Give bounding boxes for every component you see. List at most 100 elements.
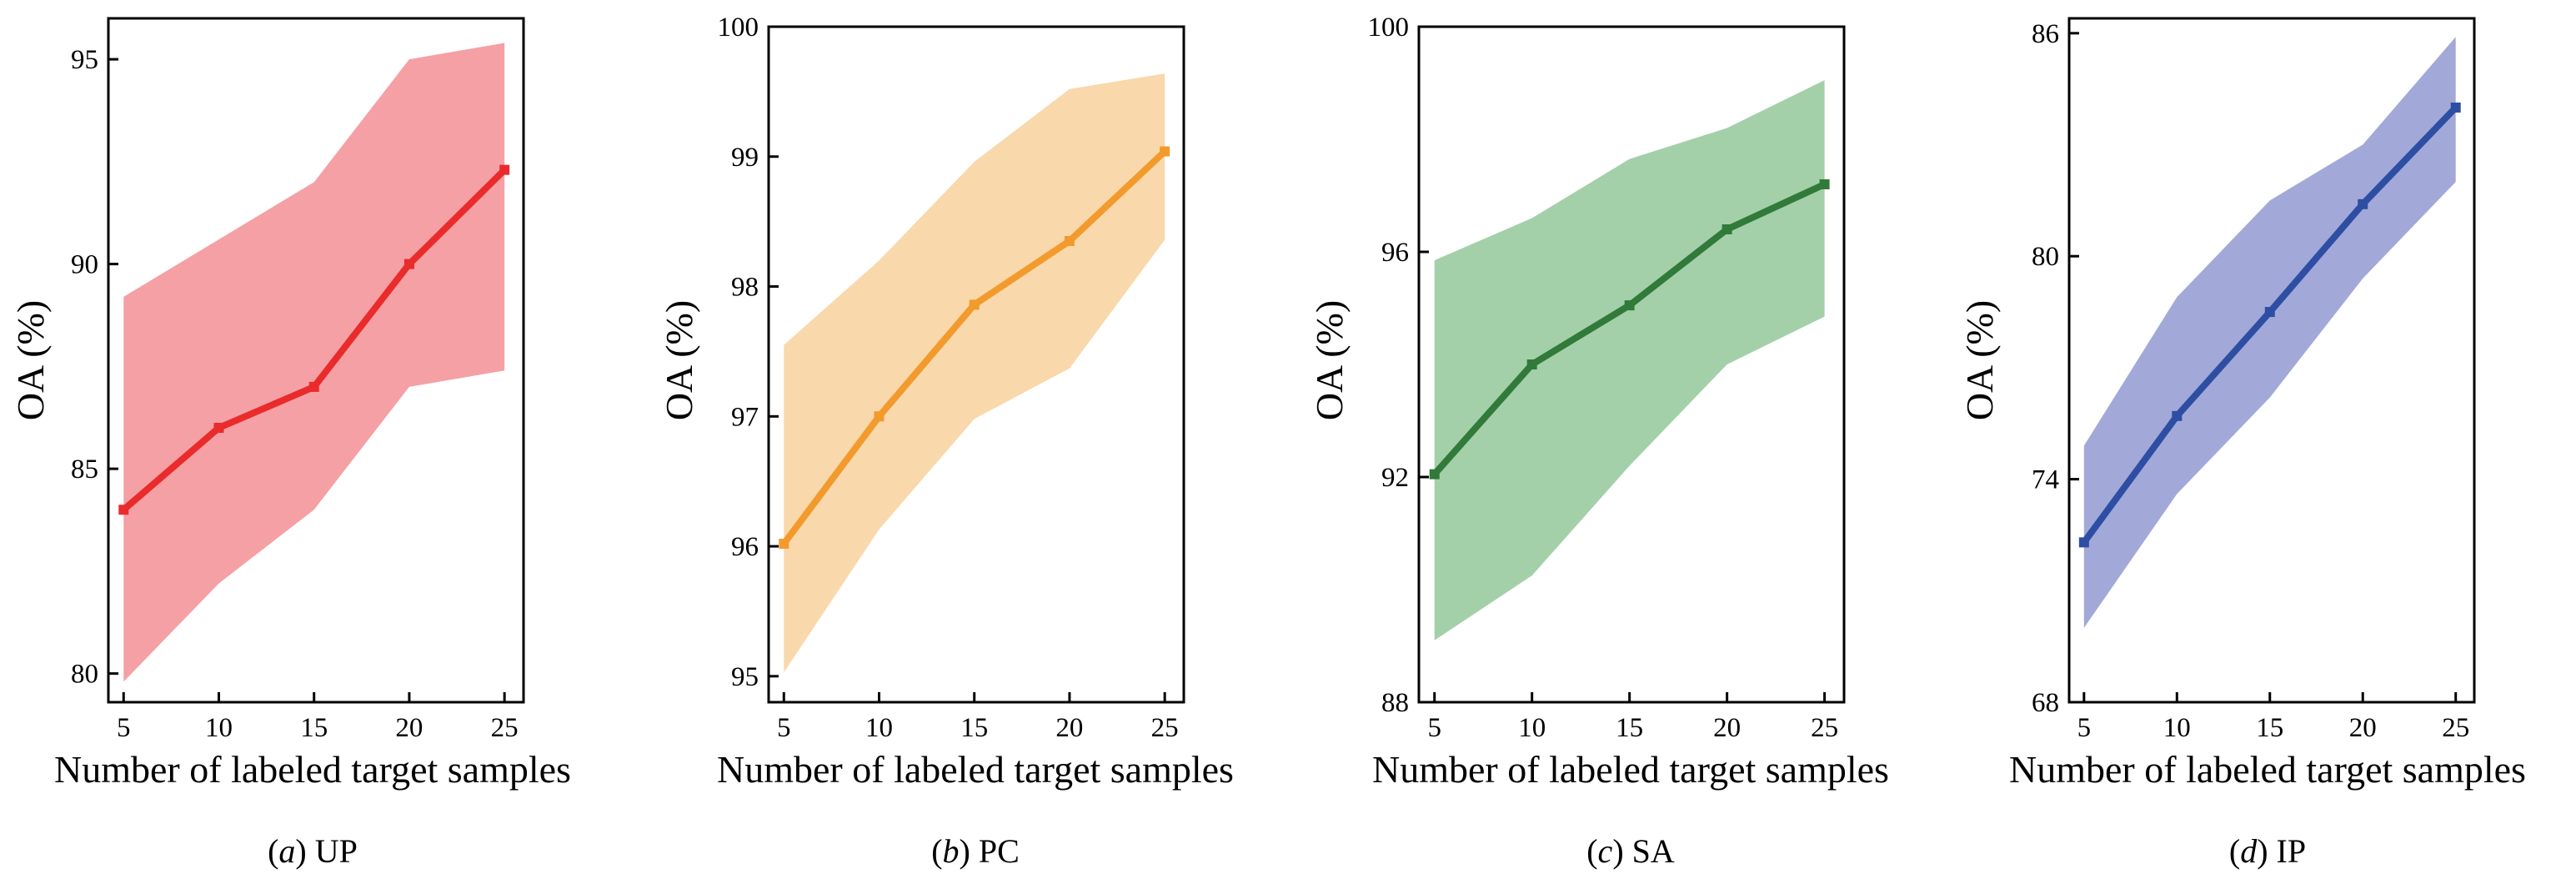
data-point	[2078, 537, 2089, 548]
data-point	[1429, 469, 1440, 480]
x-axis-title: Number of labeled target samples	[717, 748, 1234, 791]
confidence-band	[123, 43, 505, 682]
caption-name: SA	[1632, 832, 1675, 870]
data-layer	[2078, 37, 2461, 628]
y-tick-label: 74	[2032, 465, 2059, 495]
x-axis-title: Number of labeled target samples	[1372, 748, 1889, 791]
x-tick-label: 20	[2349, 713, 2377, 743]
data-point	[1722, 224, 1732, 234]
y-tick-label: 98	[731, 273, 759, 303]
x-tick-label: 5	[777, 713, 791, 743]
caption-letter: c	[1598, 832, 1613, 870]
panel-c: 88 92 96 100 5 10 15 20 25 OA (%) Number of lab…	[1308, 13, 1889, 870]
x-tick-label: 15	[300, 713, 328, 743]
confidence-band	[2083, 37, 2456, 628]
caption-letter: d	[2240, 832, 2258, 870]
y-tick-label: 100	[718, 13, 759, 43]
data-point	[1160, 146, 1170, 157]
y-tick-label: 95	[71, 45, 98, 75]
data-point	[1819, 179, 1830, 189]
plot-frame	[1417, 25, 1846, 704]
data-layer	[118, 43, 510, 682]
data-point	[499, 164, 510, 175]
y-axis-title: OA (%)	[1958, 300, 2001, 420]
caption: (d) IP	[2229, 832, 2306, 870]
y-axis-title: OA (%)	[1308, 300, 1351, 420]
data-point	[403, 259, 414, 269]
x-tick-label: 20	[395, 713, 423, 743]
x-tick-label: 10	[205, 713, 233, 743]
ytick-layer: 88 92 96 100	[1368, 13, 1429, 718]
data-point	[2450, 102, 2461, 113]
caption: (a) UP	[268, 832, 358, 870]
y-tick-label: 100	[1368, 13, 1410, 43]
xtick-layer: 5 10 15 20 25	[777, 692, 1179, 743]
plot-frame	[767, 25, 1185, 704]
confidence-band	[784, 73, 1165, 673]
y-tick-label: 95	[731, 662, 759, 692]
y-tick-label: 86	[2032, 19, 2059, 49]
caption-name: PC	[979, 832, 1020, 870]
data-point	[2264, 307, 2275, 318]
y-tick-label: 80	[71, 660, 98, 690]
xtick-layer: 5 10 15 20 25	[2077, 692, 2469, 743]
data-point	[118, 505, 129, 515]
ytick-layer: 80 85 90 95	[71, 45, 118, 690]
x-tick-label: 15	[1616, 713, 1643, 743]
confidence-band	[1434, 80, 1825, 640]
y-tick-label: 88	[1381, 688, 1409, 718]
y-tick-label: 96	[731, 532, 759, 562]
y-tick-label: 80	[2032, 242, 2059, 272]
data-point	[1526, 359, 1537, 369]
plot-frame	[107, 17, 525, 704]
x-tick-label: 10	[2163, 713, 2191, 743]
y-tick-label: 68	[2032, 688, 2059, 718]
x-tick-label: 5	[1427, 713, 1441, 743]
panel-a: 80 85 90 95 5 10 15 20 25 OA (%) Number of labe…	[9, 17, 571, 870]
data-point	[308, 381, 319, 392]
data-point	[874, 411, 885, 422]
ytick-layer: 95 96 97 98 99 100	[718, 13, 779, 692]
y-tick-label: 97	[731, 402, 759, 432]
x-tick-label: 25	[491, 713, 519, 743]
data-point	[213, 423, 224, 434]
panel-d: 68 74 80 86 5 10 15 20 25 OA (%) Number of labe…	[1958, 17, 2526, 870]
y-tick-label: 96	[1381, 238, 1409, 268]
caption-name: UP	[315, 832, 358, 870]
y-axis-title: OA (%)	[9, 300, 52, 420]
xtick-layer: 5 10 15 20 25	[1427, 692, 1838, 743]
y-tick-label: 92	[1381, 463, 1409, 493]
x-tick-label: 10	[1518, 713, 1546, 743]
x-tick-label: 10	[865, 713, 893, 743]
data-layer	[779, 73, 1170, 673]
caption-letter: b	[943, 832, 960, 870]
data-point	[969, 299, 980, 310]
x-axis-title: Number of labeled target samples	[2009, 748, 2526, 791]
data-layer	[1429, 80, 1830, 640]
data-point	[1624, 300, 1635, 311]
y-tick-label: 99	[731, 143, 759, 173]
panel-b: 95 96 97 98 99 100 5 10 15 20 25 OA (%) Number of…	[658, 13, 1234, 870]
x-axis-title: Number of labeled target samples	[54, 748, 571, 791]
x-tick-label: 25	[1811, 713, 1838, 743]
x-tick-label: 5	[117, 713, 131, 743]
x-tick-label: 25	[1151, 713, 1179, 743]
data-point	[779, 538, 789, 549]
ytick-layer: 68 74 80 86	[2032, 19, 2079, 718]
y-tick-label: 90	[71, 250, 98, 280]
data-point	[2358, 198, 2368, 209]
x-tick-label: 15	[2256, 713, 2283, 743]
plot-frame	[2067, 17, 2476, 704]
x-tick-label: 20	[1713, 713, 1741, 743]
data-point	[2172, 410, 2183, 421]
x-tick-label: 5	[2077, 713, 2092, 743]
caption-name: IP	[2277, 832, 2307, 870]
y-tick-label: 85	[71, 455, 98, 485]
caption: (c) SA	[1586, 832, 1675, 870]
y-axis-title: OA (%)	[658, 300, 700, 420]
caption: (b) PC	[931, 832, 1020, 870]
xtick-layer: 5 10 15 20 25	[117, 692, 519, 743]
x-tick-label: 15	[960, 713, 988, 743]
data-point	[1064, 236, 1075, 247]
